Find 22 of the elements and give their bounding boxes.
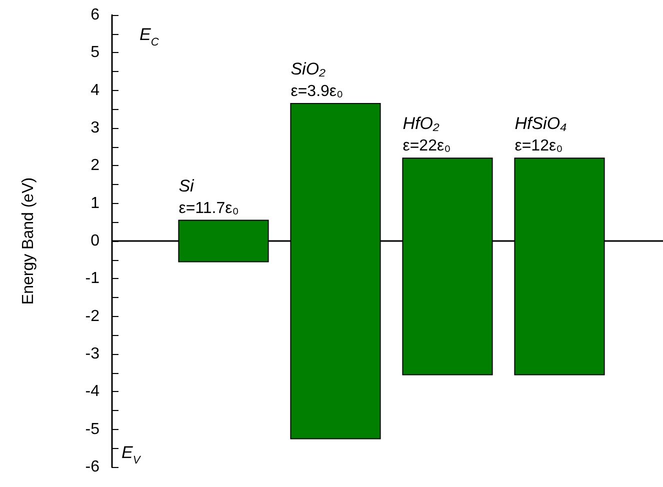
- y-tick-label: -3: [85, 346, 100, 362]
- y-tick-label: 4: [90, 82, 100, 99]
- x-tick-label: Si: [178, 176, 196, 196]
- y-tick-label: 5: [90, 44, 100, 62]
- y-tick-label: -5: [85, 420, 100, 438]
- y-tick-label: 6: [90, 6, 100, 24]
- y-tick-label: 0: [90, 232, 100, 250]
- annotation: ε=11.7ε₀: [178, 200, 239, 217]
- y-axis-title: Energy Band (eV): [20, 177, 37, 305]
- x-tick-label: HfO₂: [402, 114, 440, 134]
- y-tick-label: 3: [90, 120, 100, 136]
- y-tick-label: -4: [85, 383, 100, 400]
- y-tick-label: -6: [85, 458, 100, 476]
- x-tick-label: SiO₂: [290, 60, 326, 79]
- y-tick-label: -2: [85, 308, 100, 325]
- annotation: ε=12ε₀: [514, 138, 563, 155]
- y-tick-label: -1: [85, 270, 100, 288]
- annotation: ε=3.9ε₀: [290, 83, 344, 100]
- y-tick-label: 1: [90, 194, 100, 212]
- y-tick-label: 2: [90, 157, 100, 174]
- x-tick-label: HfSiO₄: [514, 114, 568, 134]
- annotation: ε=22ε₀: [402, 138, 451, 155]
